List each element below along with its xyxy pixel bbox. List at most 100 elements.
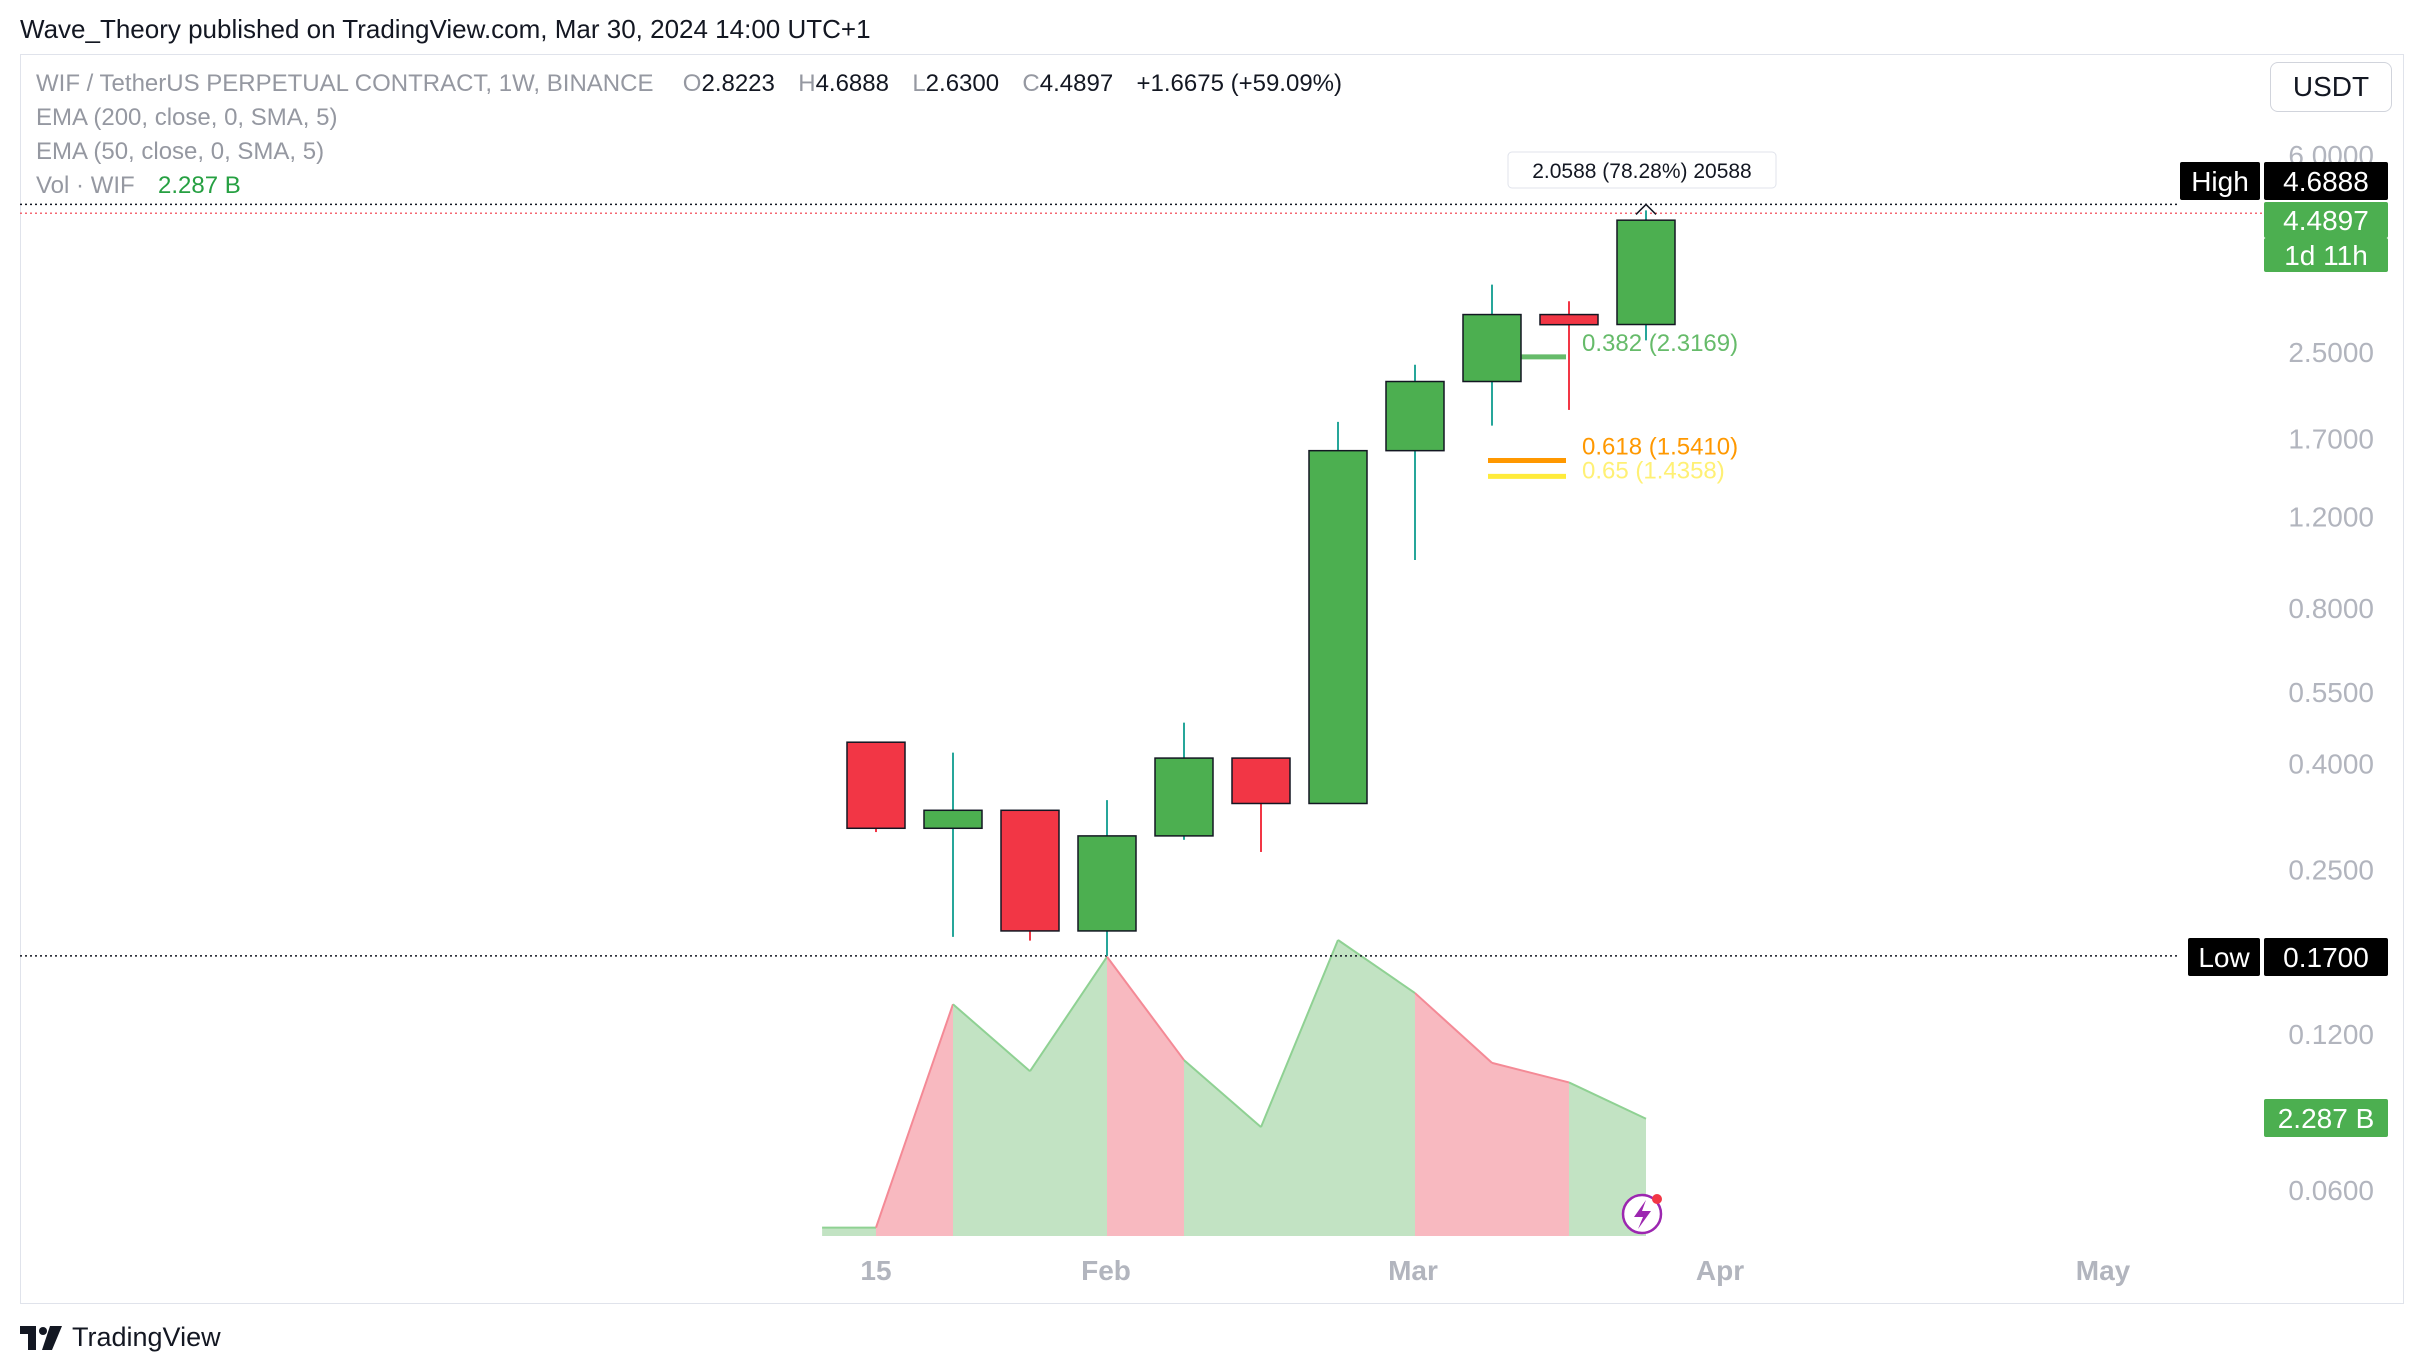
measure-tooltip: 2.0588 (78.28%) 20588 bbox=[1507, 151, 1777, 215]
measure-arrow bbox=[1635, 203, 1657, 215]
volume-area-segment bbox=[1261, 940, 1338, 1236]
low-tag-value: 0.1700 bbox=[2264, 938, 2388, 976]
chart-frame bbox=[20, 54, 2404, 1304]
volume-area-edge bbox=[1568, 1081, 1647, 1120]
high-tag-value-text: 4.6888 bbox=[2283, 166, 2369, 197]
alert-dot bbox=[1652, 1194, 1662, 1204]
candle-body bbox=[1077, 835, 1137, 932]
price-tick-label: 0.8000 bbox=[2288, 593, 2374, 624]
price-tick-label: 0.4000 bbox=[2288, 749, 2374, 780]
legend-change: +1.6675 (+59.09%) bbox=[1136, 70, 1343, 97]
legend-volume-row[interactable]: Vol · WIF 2.287 B bbox=[36, 172, 241, 200]
high-tag-label-bg bbox=[2180, 162, 2260, 200]
price-tick-label: 0.1200 bbox=[2288, 1019, 2374, 1050]
volume-area-edge bbox=[1414, 992, 1493, 1064]
legend-symbol-row: WIF / TetherUS PERPETUAL CONTRACT, 1W, B… bbox=[36, 70, 1342, 98]
high-tag-label-text: High bbox=[2191, 166, 2249, 197]
countdown-tag-text: 1d 11h bbox=[2284, 240, 2368, 271]
candle-body bbox=[1385, 380, 1445, 452]
candle-body bbox=[1462, 313, 1522, 383]
price-tick-label: 0.0600 bbox=[2288, 1175, 2374, 1206]
volume-area-edge bbox=[1260, 939, 1339, 1128]
last-price-tag-bg bbox=[2264, 202, 2388, 238]
price-tick-label: 1.2000 bbox=[2288, 502, 2374, 533]
price-tick-label: 2.5000 bbox=[2288, 337, 2374, 368]
time-tick-label: May bbox=[2076, 1255, 2131, 1286]
legend-low-label: L bbox=[912, 70, 926, 97]
tradingview-logo-icon bbox=[20, 1325, 62, 1350]
reference-lines bbox=[20, 203, 2262, 957]
legend-open-value: 2.8223 bbox=[701, 70, 775, 97]
price-tick-label: 0.5500 bbox=[2288, 677, 2374, 708]
volume-area-segment bbox=[1569, 1082, 1646, 1236]
low-tag-value-bg bbox=[2264, 938, 2388, 976]
time-tick-label: Mar bbox=[1388, 1255, 1438, 1286]
countdown-tag-bg bbox=[2264, 238, 2388, 272]
alert-bolt bbox=[1634, 1200, 1651, 1229]
legend-close-label: C bbox=[1022, 70, 1040, 97]
candle-body bbox=[1231, 757, 1291, 805]
volume-area-segment bbox=[1338, 940, 1415, 1236]
high-tag-value-bg bbox=[2264, 162, 2388, 200]
candle-body bbox=[923, 809, 983, 830]
volume-area-edge bbox=[1106, 956, 1185, 1061]
high-tag-value: 4.6888 bbox=[2264, 162, 2388, 200]
legend-close-value: 4.4897 bbox=[1039, 70, 1114, 97]
volume-tag-bg bbox=[2264, 1099, 2388, 1137]
volume-area-segment bbox=[1492, 1062, 1569, 1236]
volume-area-segment bbox=[1030, 956, 1107, 1236]
candle bbox=[1308, 421, 1368, 805]
candle-body bbox=[846, 741, 906, 830]
publisher-line: Wave_Theory published on TradingView.com… bbox=[20, 14, 871, 44]
time-axis: 15 Feb Mar Apr May bbox=[860, 1255, 2130, 1286]
volume-tag-text: 2.287 B bbox=[2278, 1103, 2375, 1134]
legend-low-value: 2.6300 bbox=[925, 70, 1000, 97]
time-tick-label: Feb bbox=[1081, 1255, 1131, 1286]
candle bbox=[1462, 284, 1522, 426]
volume-area-edge bbox=[875, 1003, 954, 1228]
candle bbox=[1385, 364, 1445, 560]
legend-symbol[interactable]: WIF / TetherUS PERPETUAL CONTRACT, 1W, B… bbox=[36, 70, 654, 97]
candle-body bbox=[1000, 809, 1060, 932]
volume-area-edge bbox=[1337, 939, 1416, 994]
alert-lightning-icon bbox=[1621, 1193, 1663, 1235]
candle bbox=[1077, 800, 1137, 956]
time-tick-label: 15 bbox=[860, 1255, 891, 1286]
high-tag-label: High bbox=[2180, 162, 2260, 200]
tradingview-logo[interactable]: TradingView bbox=[20, 1322, 221, 1353]
candle bbox=[923, 752, 983, 937]
last-price-tag-text: 4.4897 bbox=[2283, 205, 2369, 236]
fib-layer: 0.382 (2.3169) 0.618 (1.5410)0.65 (1.4358… bbox=[1488, 330, 1738, 484]
volume-layer bbox=[822, 939, 1647, 1236]
legend-ema50[interactable]: EMA (50, close, 0, SMA, 5) bbox=[36, 138, 325, 165]
volume-area-segment bbox=[1107, 956, 1184, 1236]
candle bbox=[846, 741, 906, 833]
fib-label-0.382: 0.382 (2.3169) bbox=[1582, 330, 1738, 357]
candle-body bbox=[1308, 449, 1368, 805]
legend-volume-value: 2.287 B bbox=[158, 172, 241, 199]
time-tick-label: Apr bbox=[1696, 1255, 1744, 1286]
candle bbox=[1539, 301, 1599, 410]
candle bbox=[1154, 722, 1214, 840]
candle bbox=[1231, 757, 1291, 852]
legend-ema200[interactable]: EMA (200, close, 0, SMA, 5) bbox=[36, 104, 338, 131]
currency-button[interactable]: USDT bbox=[2270, 62, 2392, 112]
legend-open-label: O bbox=[682, 70, 702, 97]
last-price-tag: 4.4897 bbox=[2264, 202, 2388, 238]
volume-area-edge bbox=[1491, 1061, 1570, 1084]
fib-label-0.65: 0.65 (1.4358) bbox=[1582, 457, 1725, 484]
candles-layer: 2.0588 (78.28%) 20588 bbox=[846, 151, 1777, 956]
price-tick-label: 1.7000 bbox=[2288, 423, 2374, 454]
tradingview-logo-text: TradingView bbox=[72, 1322, 221, 1352]
fib-label-0.618: 0.618 (1.5410) bbox=[1582, 434, 1738, 461]
price-tick-label: 0.2500 bbox=[2288, 854, 2374, 885]
volume-area-edge bbox=[1029, 956, 1108, 1072]
volume-area-segment bbox=[1415, 993, 1492, 1236]
volume-area-segment bbox=[1184, 1060, 1261, 1236]
price-labels: High 4.6888 4.4897 1d 11h Low 0.1700 2.287 B bbox=[1621, 162, 2388, 1235]
low-tag-label-text: Low bbox=[2198, 942, 2250, 973]
price-axis: 6.00002.50001.70001.20000.80000.55000.40… bbox=[2288, 140, 2374, 1206]
low-tag-label: Low bbox=[2188, 938, 2260, 976]
candle-body bbox=[1616, 219, 1676, 326]
